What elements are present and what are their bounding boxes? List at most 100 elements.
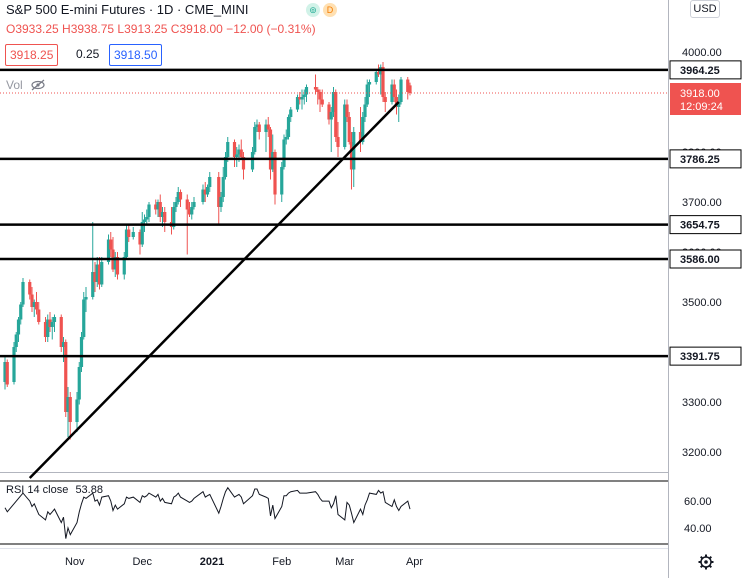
volume-label-text: Vol: [6, 78, 23, 92]
candle-body: [203, 189, 207, 195]
level-label: 3964.25: [680, 65, 720, 77]
candle-body: [115, 257, 120, 275]
candle-body: [158, 202, 162, 217]
candle-body: [318, 92, 322, 100]
ohlc-readout: O3933.25 H3938.75 L3913.25 C3918.00 −12.…: [6, 22, 316, 36]
candle-body: [178, 192, 183, 200]
candle-body: [239, 149, 243, 157]
candle-body: [3, 362, 7, 382]
level-label: 3786.25: [680, 154, 720, 166]
candle-body: [34, 302, 39, 310]
candle-body: [5, 362, 9, 385]
candle-body: [32, 302, 36, 307]
candle-body: [257, 124, 261, 132]
candle-body: [61, 342, 66, 347]
candle-body: [37, 309, 41, 322]
candle-body: [142, 219, 147, 222]
gear-icon-tooth: [708, 564, 713, 569]
ask-price-box[interactable]: 3918.50: [109, 44, 163, 66]
symbol-title[interactable]: S&P 500 E-mini Futures · 1D · CME_MINI: [6, 2, 249, 17]
candle-body: [284, 137, 288, 140]
candle-body: [172, 207, 176, 227]
candle-body: [235, 154, 239, 157]
candle-body: [127, 229, 131, 237]
candle-body: [113, 257, 117, 270]
candle-body: [21, 282, 25, 305]
gear-icon-tooth: [708, 555, 713, 560]
candle-body: [97, 264, 102, 285]
candle-body: [66, 397, 70, 412]
last-price-label-bg: [670, 83, 741, 115]
status-badge-green[interactable]: ⊚: [306, 3, 320, 17]
candle-body: [336, 137, 340, 147]
x-tick-label: Dec: [132, 556, 152, 568]
candle-body: [397, 102, 401, 107]
candle-body: [268, 129, 273, 170]
countdown-label: 12:09:24: [680, 101, 723, 113]
candle-body: [201, 189, 205, 202]
candle-body: [365, 84, 369, 105]
candle-body: [343, 104, 347, 147]
candle-body: [286, 117, 291, 137]
candle-body: [50, 322, 54, 327]
y-tick-label: 3200.00: [682, 447, 722, 459]
candle-body: [190, 207, 194, 215]
candle-body: [367, 82, 372, 85]
candle-body: [363, 104, 367, 117]
candle-body: [46, 319, 50, 337]
candle-body: [79, 337, 84, 367]
candle-body: [289, 109, 293, 117]
eye-hidden-icon[interactable]: [30, 79, 46, 91]
candle-body: [19, 304, 23, 320]
candle-body: [100, 262, 104, 285]
gear-icon[interactable]: [698, 554, 714, 570]
candle-body: [399, 79, 403, 102]
candle-body: [124, 229, 129, 257]
y-tick-label: 3300.00: [682, 397, 722, 409]
x-tick-label: Mar: [335, 556, 354, 568]
candle-body: [345, 104, 349, 117]
candle-body: [59, 317, 63, 347]
candle-body: [266, 124, 270, 130]
candle-body: [77, 367, 81, 400]
level-label-bg: [669, 215, 742, 235]
candle-body: [95, 264, 99, 282]
candle-body: [219, 197, 223, 207]
candle-body: [383, 97, 387, 102]
currency-button[interactable]: USD: [690, 0, 720, 18]
rsi-label: RSI 14 close 53.88: [6, 484, 103, 496]
candle-body: [253, 127, 257, 152]
bid-price-box[interactable]: 3918.25: [5, 44, 59, 66]
candle-body: [273, 152, 277, 195]
candle-body: [237, 149, 241, 155]
candle-body: [52, 317, 57, 322]
level-label: 3391.75: [680, 351, 720, 363]
candle-body: [374, 72, 378, 82]
candle-body: [347, 117, 351, 142]
level-label: 3654.75: [680, 220, 720, 232]
candle-body: [241, 157, 246, 170]
candle-body: [48, 319, 52, 327]
trendline: [28, 101, 400, 479]
candle-body: [352, 132, 356, 170]
candle-body: [84, 297, 88, 300]
candle-body: [280, 167, 284, 195]
gear-icon-tooth: [699, 564, 704, 569]
status-badge-orange[interactable]: D: [323, 3, 337, 17]
candle-body: [192, 202, 196, 207]
level-label-bg: [669, 149, 742, 169]
x-tick-label: 2021: [200, 556, 224, 568]
candle-body: [376, 72, 381, 75]
candle-body: [176, 192, 180, 202]
level-label-bg: [669, 60, 742, 80]
candle-body: [156, 202, 160, 210]
candle-body: [30, 294, 34, 307]
level-label-bg: [669, 346, 742, 366]
gear-icon-hub: [704, 560, 708, 564]
candle-body: [298, 97, 302, 100]
candle-body: [106, 239, 111, 262]
candle-body: [91, 272, 95, 297]
candle-body: [316, 89, 320, 92]
candle-body: [64, 342, 68, 412]
